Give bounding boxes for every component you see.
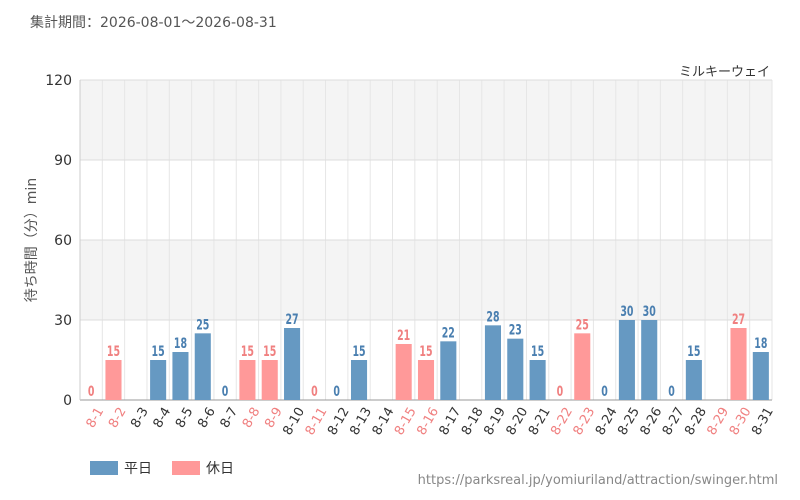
y-tick-label: 120 xyxy=(45,73,72,89)
x-tick-label: 8-11 xyxy=(303,405,331,438)
y-tick-label: 30 xyxy=(54,313,72,329)
x-tick-label: 8-16 xyxy=(414,405,442,438)
bar xyxy=(284,328,301,400)
x-tick-label: 8-14 xyxy=(370,405,398,438)
value-label: 30 xyxy=(643,304,656,320)
x-tick-label: 8-25 xyxy=(615,405,643,438)
x-tick-label: 8-3 xyxy=(128,405,152,431)
value-label: 25 xyxy=(576,317,589,333)
attraction-name: ミルキーウェイ xyxy=(678,65,770,80)
value-label: 0 xyxy=(88,384,95,400)
value-label: 0 xyxy=(557,384,564,400)
value-label: 21 xyxy=(397,328,410,344)
bar xyxy=(618,320,635,400)
value-label: 25 xyxy=(196,317,209,333)
bar xyxy=(350,360,368,400)
value-label: 27 xyxy=(732,312,745,328)
x-tick-label: 8-31 xyxy=(749,405,777,438)
y-tick-label: 60 xyxy=(54,233,72,249)
plot-band xyxy=(80,160,772,240)
legend: 平日 休日 xyxy=(90,458,254,478)
x-tick-label: 8-6 xyxy=(195,405,219,431)
x-tick-label: 8-15 xyxy=(392,405,420,438)
bar xyxy=(150,360,167,400)
value-label: 15 xyxy=(419,344,432,360)
bar xyxy=(395,344,412,400)
x-tick-label: 8-20 xyxy=(504,405,532,438)
value-label: 23 xyxy=(509,322,522,338)
value-label: 15 xyxy=(263,344,276,360)
x-tick-label: 8-8 xyxy=(240,405,264,431)
value-label: 0 xyxy=(222,384,229,400)
value-label: 15 xyxy=(687,344,700,360)
period-label: 集計期間：2026-08-01～2026-08-31 xyxy=(30,15,277,31)
bar xyxy=(574,333,591,400)
x-tick-label: 8-13 xyxy=(347,405,375,438)
legend-holiday: 休日 xyxy=(172,458,234,478)
bar xyxy=(105,360,122,400)
x-tick-label: 8-26 xyxy=(638,405,666,438)
value-label: 22 xyxy=(442,325,455,341)
bar xyxy=(685,360,702,400)
x-tick-label: 8-19 xyxy=(481,405,509,438)
x-tick-label: 8-23 xyxy=(571,405,599,438)
x-tick-label: 8-7 xyxy=(218,405,242,431)
x-tick-label: 8-24 xyxy=(593,405,621,438)
bar xyxy=(194,333,211,400)
x-tick-label: 8-30 xyxy=(727,405,755,438)
value-label: 28 xyxy=(486,309,499,325)
x-tick-label: 8-18 xyxy=(459,405,487,438)
x-tick-label: 8-21 xyxy=(526,405,554,438)
y-tick-label: 90 xyxy=(54,153,72,169)
bar xyxy=(730,328,747,400)
x-tick-label: 8-29 xyxy=(705,405,733,438)
source-url: https://parksreal.jp/yomiuriland/attract… xyxy=(417,473,778,488)
bar xyxy=(752,352,769,400)
x-tick-label: 8-4 xyxy=(151,405,175,431)
bar xyxy=(484,325,502,400)
bar xyxy=(641,320,658,400)
y-axis-label: 待ち時間（分）min xyxy=(24,178,40,302)
value-label: 30 xyxy=(620,304,633,320)
x-tick-label: 8-28 xyxy=(682,405,710,438)
x-tick-label: 8-22 xyxy=(548,405,576,438)
value-label: 27 xyxy=(285,312,298,328)
bar xyxy=(440,341,457,400)
legend-weekday: 平日 xyxy=(90,458,152,478)
value-label: 0 xyxy=(333,384,340,400)
legend-holiday-swatch xyxy=(172,461,200,475)
bar xyxy=(507,338,524,400)
plot-band xyxy=(80,80,772,160)
x-tick-label: 8-10 xyxy=(280,405,308,438)
value-label: 15 xyxy=(152,344,165,360)
plot-band xyxy=(80,240,772,320)
x-tick-label: 8-12 xyxy=(325,405,353,438)
x-tick-label: 8-5 xyxy=(173,405,197,431)
bar xyxy=(172,352,189,400)
x-tick-label: 8-27 xyxy=(660,405,688,438)
value-label: 0 xyxy=(668,384,675,400)
bar xyxy=(261,360,278,400)
value-label: 15 xyxy=(352,344,365,360)
legend-holiday-label: 休日 xyxy=(206,461,234,477)
value-label: 15 xyxy=(241,344,254,360)
x-tick-label: 8-2 xyxy=(106,405,130,431)
bar xyxy=(239,360,256,400)
legend-weekday-swatch xyxy=(90,461,118,475)
value-label: 18 xyxy=(174,336,187,352)
bar xyxy=(417,360,435,400)
x-tick-label: 8-1 xyxy=(84,405,108,431)
bar xyxy=(529,360,546,400)
x-tick-label: 8-17 xyxy=(437,405,465,438)
value-label: 0 xyxy=(601,384,608,400)
value-label: 18 xyxy=(754,336,767,352)
value-label: 0 xyxy=(311,384,318,400)
legend-weekday-label: 平日 xyxy=(124,461,152,477)
y-tick-label: 0 xyxy=(63,393,72,409)
value-label: 15 xyxy=(531,344,544,360)
value-label: 15 xyxy=(107,344,120,360)
